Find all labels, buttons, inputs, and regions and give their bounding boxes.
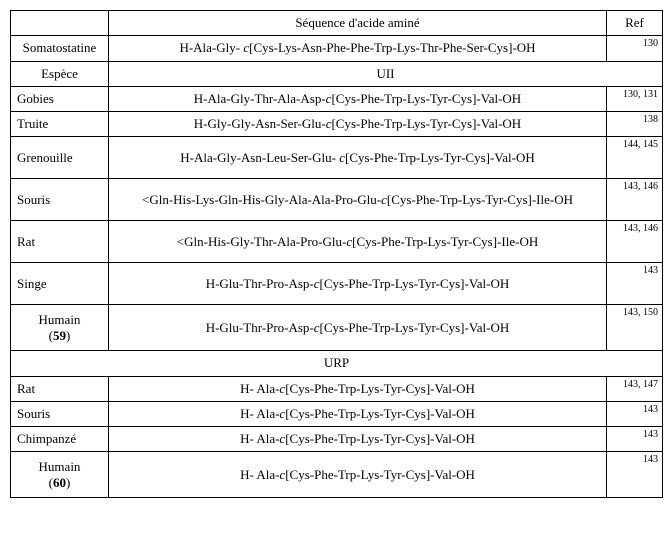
seq-post: [Cys-Phe-Trp-Lys-Tyr-Cys]-Val-OH [331, 116, 521, 131]
sequence-cell: H-Ala-Gly-Asn-Leu-Ser-Glu- c[Cys-Phe-Trp… [109, 137, 607, 179]
ref-cell: 143 [607, 401, 663, 426]
seq-pre: H-Glu-Thr-Pro-Asp- [206, 320, 314, 335]
header-sequence: Séquence d'acide aminé [109, 11, 607, 36]
sequence-cell: H- Ala-c[Cys-Phe-Trp-Lys-Tyr-Cys]-Val-OH [109, 376, 607, 401]
seq-pre: <Gln-His-Lys-Gln-His-Gly-Ala-Ala-Pro-Glu… [142, 192, 381, 207]
seq-pre: H- Ala- [240, 406, 279, 421]
seq-pre: H-Gly-Gly-Asn-Ser-Glu- [194, 116, 326, 131]
seq-post: [Cys-Phe-Trp-Lys-Tyr-Cys]-Ile-OH [387, 192, 573, 207]
seq-pre: H-Ala-Gly-Thr-Ala-Asp- [194, 91, 326, 106]
seq-post: [Cys-Phe-Trp-Lys-Tyr-Cys]-Val-OH [285, 431, 475, 446]
table-row: Espèce UII [11, 61, 663, 86]
species-cell: Grenouille [11, 137, 109, 179]
table-row: URP [11, 351, 663, 376]
sequence-cell: H- Ala-c[Cys-Phe-Trp-Lys-Tyr-Cys]-Val-OH [109, 452, 607, 498]
table-row: Rat H- Ala-c[Cys-Phe-Trp-Lys-Tyr-Cys]-Va… [11, 376, 663, 401]
table-row: Grenouille H-Ala-Gly-Asn-Leu-Ser-Glu- c[… [11, 137, 663, 179]
table-row: Truite H-Gly-Gly-Asn-Ser-Glu-c[Cys-Phe-T… [11, 112, 663, 137]
ref-cell: 143 [607, 452, 663, 498]
seq-post: [Cys-Phe-Trp-Lys-Tyr-Cys]-Val-OH [320, 320, 510, 335]
sequence-cell: <Gln-His-Lys-Gln-His-Gly-Ala-Ala-Pro-Glu… [109, 179, 607, 221]
ref-cell: 144, 145 [607, 137, 663, 179]
species-cell: Humain (60) [11, 452, 109, 498]
ref-cell: 138 [607, 112, 663, 137]
species-cell: Rat [11, 376, 109, 401]
seq-pre: H- Ala- [240, 381, 279, 396]
sequence-cell: H-Ala-Gly-Thr-Ala-Asp-c[Cys-Phe-Trp-Lys-… [109, 86, 607, 111]
species-cell: Truite [11, 112, 109, 137]
ref-cell: 130, 131 [607, 86, 663, 111]
species-line2: (60) [49, 475, 71, 490]
ref-cell: 143, 146 [607, 179, 663, 221]
species-cell: Humain (59) [11, 305, 109, 351]
table-row: Chimpanzé H- Ala-c[Cys-Phe-Trp-Lys-Tyr-C… [11, 427, 663, 452]
sequence-cell: H-Glu-Thr-Pro-Asp-c[Cys-Phe-Trp-Lys-Tyr-… [109, 263, 607, 305]
seq-pre: H-Glu-Thr-Pro-Asp- [206, 276, 314, 291]
seq-post: [Cys-Phe-Trp-Lys-Tyr-Cys]-Val-OH [320, 276, 510, 291]
seq-pre: H- Ala- [240, 467, 279, 482]
table-row: Humain (59) H-Glu-Thr-Pro-Asp-c[Cys-Phe-… [11, 305, 663, 351]
sequence-cell: H-Glu-Thr-Pro-Asp-c[Cys-Phe-Trp-Lys-Tyr-… [109, 305, 607, 351]
species-line1: Humain [39, 312, 81, 327]
table-row: Souris <Gln-His-Lys-Gln-His-Gly-Ala-Ala-… [11, 179, 663, 221]
table-row: Séquence d'acide aminé Ref [11, 11, 663, 36]
sequence-cell: H- Ala-c[Cys-Phe-Trp-Lys-Tyr-Cys]-Val-OH [109, 401, 607, 426]
species-cell: Singe [11, 263, 109, 305]
table-row: Somatostatine H-Ala-Gly- c[Cys-Lys-Asn-P… [11, 36, 663, 61]
somatostatine-label: Somatostatine [11, 36, 109, 61]
species-line1: Humain [39, 459, 81, 474]
seq-pre: <Gln-His-Gly-Thr-Ala-Pro-Glu- [177, 234, 347, 249]
somatostatine-ref: 130 [607, 36, 663, 61]
seq-pre: H-Ala-Gly-Asn-Leu-Ser-Glu- [180, 150, 339, 165]
ref-cell: 143, 150 [607, 305, 663, 351]
species-cell: Souris [11, 179, 109, 221]
seq-pre: H- Ala- [240, 431, 279, 446]
table-row: Humain (60) H- Ala-c[Cys-Phe-Trp-Lys-Tyr… [11, 452, 663, 498]
species-cell: Gobies [11, 86, 109, 111]
species-line2: (59) [49, 328, 71, 343]
seq-post: [Cys-Phe-Trp-Lys-Tyr-Cys]-Ile-OH [352, 234, 538, 249]
espece-label: Espèce [11, 61, 109, 86]
seq-post: [Cys-Phe-Trp-Lys-Tyr-Cys]-Val-OH [285, 381, 475, 396]
table-row: Gobies H-Ala-Gly-Thr-Ala-Asp-c[Cys-Phe-T… [11, 86, 663, 111]
header-ref: Ref [607, 11, 663, 36]
seq-pre: H-Ala-Gly- [179, 40, 243, 55]
amino-acid-table: Séquence d'acide aminé Ref Somatostatine… [10, 10, 663, 498]
ref-cell: 143, 146 [607, 221, 663, 263]
species-cell: Chimpanzé [11, 427, 109, 452]
uii-title: UII [109, 61, 663, 86]
urp-title: URP [11, 351, 663, 376]
ref-cell: 143 [607, 427, 663, 452]
seq-post: [Cys-Phe-Trp-Lys-Tyr-Cys]-Val-OH [331, 91, 521, 106]
table-row: Souris H- Ala-c[Cys-Phe-Trp-Lys-Tyr-Cys]… [11, 401, 663, 426]
ref-cell: 143 [607, 263, 663, 305]
sequence-cell: <Gln-His-Gly-Thr-Ala-Pro-Glu-c[Cys-Phe-T… [109, 221, 607, 263]
table-row: Singe H-Glu-Thr-Pro-Asp-c[Cys-Phe-Trp-Ly… [11, 263, 663, 305]
seq-post: [Cys-Phe-Trp-Lys-Tyr-Cys]-Val-OH [345, 150, 535, 165]
species-cell: Souris [11, 401, 109, 426]
table-row: Rat <Gln-His-Gly-Thr-Ala-Pro-Glu-c[Cys-P… [11, 221, 663, 263]
somatostatine-sequence: H-Ala-Gly- c[Cys-Lys-Asn-Phe-Phe-Trp-Lys… [109, 36, 607, 61]
sequence-cell: H- Ala-c[Cys-Phe-Trp-Lys-Tyr-Cys]-Val-OH [109, 427, 607, 452]
sequence-cell: H-Gly-Gly-Asn-Ser-Glu-c[Cys-Phe-Trp-Lys-… [109, 112, 607, 137]
seq-post: [Cys-Phe-Trp-Lys-Tyr-Cys]-Val-OH [285, 467, 475, 482]
ref-cell: 143, 147 [607, 376, 663, 401]
header-empty [11, 11, 109, 36]
seq-post: [Cys-Lys-Asn-Phe-Phe-Trp-Lys-Thr-Phe-Ser… [249, 40, 535, 55]
species-cell: Rat [11, 221, 109, 263]
seq-post: [Cys-Phe-Trp-Lys-Tyr-Cys]-Val-OH [285, 406, 475, 421]
